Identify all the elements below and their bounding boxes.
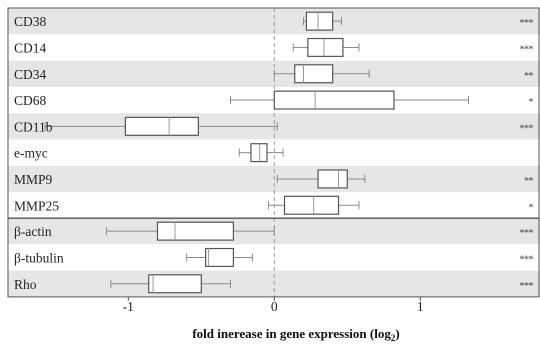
significance-mark: *** — [520, 228, 534, 239]
significance-mark: *** — [520, 18, 534, 29]
x-axis-title-suffix: ) — [395, 326, 399, 341]
row-label: β-actin — [14, 224, 52, 239]
x-axis-title-subscript: 2 — [391, 333, 396, 343]
row-label: Rho — [14, 277, 37, 292]
box-iqr — [317, 169, 348, 189]
row-label: β-tubulin — [14, 250, 64, 265]
box-iqr — [250, 143, 268, 163]
box-iqr — [148, 274, 202, 294]
panel-layer — [7, 7, 540, 298]
box-iqr — [205, 247, 235, 267]
x-axis: -1 0 1 — [123, 296, 424, 314]
box-marks — [44, 11, 469, 294]
box-iqr — [283, 195, 340, 215]
row-label: e-myc — [14, 146, 48, 161]
x-tick-label: 0 — [271, 299, 278, 314]
significance-mark: *** — [520, 123, 534, 134]
row-label: CD38 — [14, 14, 47, 29]
x-tick-label: -1 — [123, 299, 134, 314]
x-axis-title-main: fold inerease in gene expression (log — [192, 326, 391, 341]
box-iqr — [124, 116, 199, 136]
row-label: CD34 — [14, 67, 47, 82]
box-iqr — [307, 37, 344, 57]
significance-mark: *** — [520, 44, 534, 55]
row-label: MMP25 — [14, 198, 59, 213]
panel-frame — [7, 217, 540, 298]
box-iqr — [294, 64, 334, 84]
row-label: MMP9 — [14, 172, 53, 187]
row-labels: CD38 ***CD14 ***CD34 **CD68 *CD11b ***e-mycMM… — [14, 14, 534, 292]
box-iqr — [273, 90, 395, 110]
significance-mark: ** — [524, 176, 534, 187]
box-iqr — [156, 221, 235, 241]
significance-mark: *** — [520, 281, 534, 292]
x-tick-label: 1 — [417, 299, 424, 314]
box-iqr — [305, 11, 334, 31]
significance-mark: ** — [524, 71, 534, 82]
significance-mark: * — [529, 97, 534, 108]
significance-mark: * — [529, 202, 534, 213]
row-label: CD11b — [14, 119, 53, 134]
row-label: CD14 — [14, 40, 47, 55]
row-label: CD68 — [14, 93, 47, 108]
x-axis-title: fold inerease in gene expression (log2) — [192, 326, 399, 343]
significance-mark: *** — [520, 254, 534, 265]
